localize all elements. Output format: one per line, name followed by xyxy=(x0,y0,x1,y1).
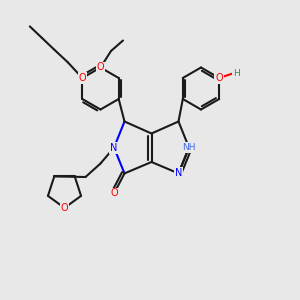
Text: N: N xyxy=(175,168,182,178)
Text: NH: NH xyxy=(182,143,196,152)
Text: O: O xyxy=(215,73,223,83)
Text: O: O xyxy=(79,73,86,83)
Text: H: H xyxy=(233,69,239,78)
Text: N: N xyxy=(110,142,118,153)
Text: O: O xyxy=(110,188,118,199)
Text: O: O xyxy=(61,203,68,213)
Text: O: O xyxy=(97,62,104,73)
